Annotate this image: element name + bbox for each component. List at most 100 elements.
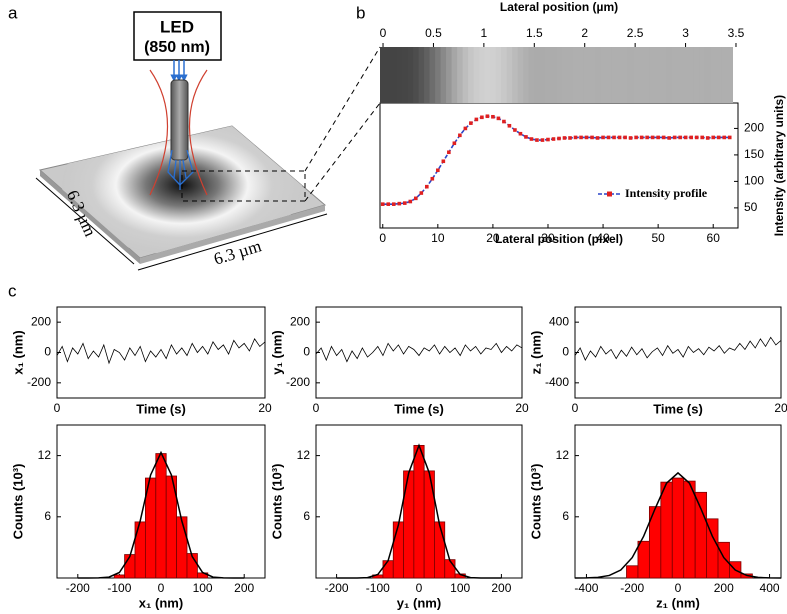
y-tick-label: 12 — [38, 448, 52, 462]
point — [617, 135, 622, 140]
point — [700, 135, 704, 140]
y-axis-label: Intensity (arbitrary units) — [772, 95, 786, 236]
image-pixel — [589, 47, 596, 103]
x-tick-label: 400 — [760, 581, 780, 595]
series-line — [56, 338, 266, 365]
led-box — [133, 11, 222, 61]
x-tick-label: 20 — [774, 401, 787, 415]
bar — [176, 516, 188, 579]
bar — [413, 444, 425, 579]
image-pixel — [473, 47, 480, 103]
zoom-line — [304, 102, 381, 202]
point — [502, 119, 506, 124]
point — [716, 135, 721, 140]
x-tick-label: 50 — [651, 231, 665, 245]
point — [513, 128, 517, 132]
image-pixel — [523, 47, 530, 103]
bar — [155, 453, 167, 579]
fiber — [170, 79, 189, 161]
y-tick-label: 200 — [31, 314, 51, 328]
y-tick-label: 6 — [303, 509, 310, 523]
point — [661, 135, 666, 140]
x-tick-label: 10 — [431, 231, 445, 245]
y-tick-label: 100 — [744, 174, 764, 188]
point — [595, 136, 600, 140]
bar — [134, 521, 146, 579]
series-line — [315, 342, 523, 363]
x-tick-label: -400 — [574, 581, 598, 595]
x-tick-label: 0 — [416, 581, 423, 595]
x-tick-label: 20 — [515, 401, 529, 415]
point — [474, 117, 479, 122]
point — [568, 136, 572, 140]
point — [485, 114, 490, 119]
bar — [683, 480, 696, 579]
image-pixel — [666, 47, 673, 103]
image-pixel — [561, 47, 568, 103]
image-pixel — [534, 47, 541, 103]
legend-label: Intensity profile — [625, 186, 708, 200]
y-tick-label: 400 — [549, 314, 569, 328]
bar — [717, 541, 730, 579]
x2-tick-label: 0.5 — [425, 26, 442, 40]
point — [562, 136, 567, 140]
bar — [423, 470, 435, 579]
x-axis-label: x₁ (nm) — [139, 595, 183, 610]
image-pixel — [457, 47, 464, 103]
image-pixel — [616, 47, 623, 103]
y-axis-label: y₁ (nm) — [269, 330, 284, 374]
image-pixel — [380, 47, 387, 103]
image-pixel — [495, 47, 502, 103]
image-pixel — [660, 47, 667, 103]
point — [529, 137, 534, 141]
image-pixel — [671, 47, 678, 103]
y-tick-label: 0 — [303, 345, 310, 359]
y-tick-label: -200 — [27, 375, 51, 389]
x-axis-label: Time (s) — [653, 401, 703, 416]
x-tick-label: -200 — [66, 581, 90, 595]
bar — [403, 470, 415, 579]
point — [480, 115, 484, 120]
dimension-line — [35, 177, 135, 265]
image-pixel — [688, 47, 695, 103]
point — [656, 135, 660, 140]
point — [667, 136, 671, 140]
image-pixel — [429, 47, 436, 103]
bar — [382, 560, 394, 579]
image-pixel — [682, 47, 689, 103]
image-pixel — [638, 47, 645, 103]
image-pixel — [396, 47, 403, 103]
fit-line — [77, 450, 245, 579]
point — [590, 135, 594, 140]
image-pixel — [578, 47, 585, 103]
image-pixel — [655, 47, 662, 103]
y-tick-label: 200 — [290, 314, 310, 328]
point — [430, 176, 435, 181]
y-tick-label: -400 — [545, 375, 569, 389]
image-pixel — [512, 47, 519, 103]
x-tick-label: -200 — [620, 581, 644, 595]
image-pixel — [594, 47, 601, 103]
point — [612, 135, 616, 140]
image-pixel — [545, 47, 552, 103]
x2-axis-label: Lateral position (µm) — [500, 0, 618, 14]
image-pixel — [567, 47, 574, 103]
image-pixel — [622, 47, 629, 103]
y-tick-label: 150 — [744, 147, 764, 161]
point — [469, 121, 473, 125]
image-pixel — [693, 47, 700, 103]
image-pixel — [721, 47, 728, 103]
fit-line — [336, 443, 502, 579]
x-tick-label: 20 — [486, 231, 500, 245]
point — [380, 202, 385, 206]
x-tick-label: 30 — [541, 231, 555, 245]
plot-frame — [315, 306, 523, 399]
x2-tick-label: 1.5 — [526, 26, 543, 40]
point — [419, 191, 424, 195]
series-line — [382, 115, 730, 205]
bar — [392, 521, 404, 579]
point — [491, 114, 495, 119]
point — [672, 135, 677, 140]
image-pixel — [528, 47, 535, 103]
fit-line — [574, 471, 782, 579]
